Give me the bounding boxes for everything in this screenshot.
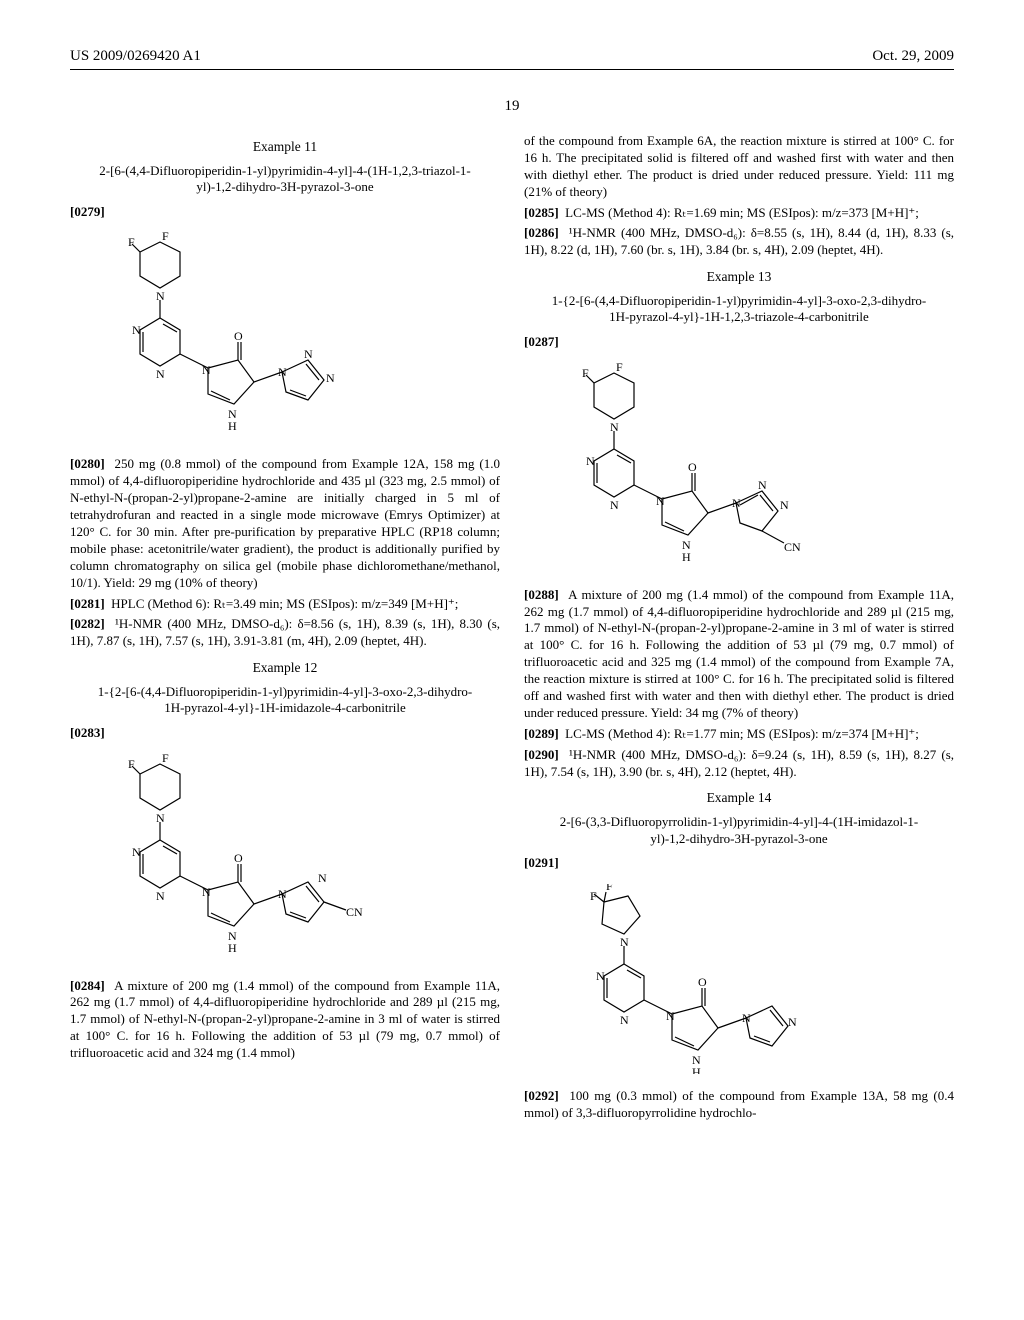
para-0289-text: LC-MS (Method 4): Rₜ=1.77 min; MS (ESIpo… — [565, 726, 919, 741]
para-0282-text: ¹H-NMR (400 MHz, DMSO-d₆): δ=8.56 (s, 1H… — [70, 616, 500, 648]
para-0288-text: A mixture of 200 mg (1.4 mmol) of the co… — [524, 587, 954, 720]
example-12-heading: Example 12 — [70, 660, 500, 676]
para-0281-num: [0281] — [70, 596, 105, 611]
structure-14: F F N N N N — [544, 884, 954, 1074]
structure-11: F F N N N — [90, 232, 500, 442]
svg-text:N: N — [156, 889, 165, 903]
svg-text:N: N — [318, 871, 327, 885]
svg-text:N: N — [132, 323, 141, 337]
example-13-title: 1-{2-[6-(4,4-Difluoropiperidin-1-yl)pyri… — [544, 293, 934, 326]
para-0291: [0291] — [524, 855, 559, 870]
page-number: 19 — [70, 98, 954, 115]
para-0284-text: A mixture of 200 mg (1.4 mmol) of the co… — [70, 978, 500, 1061]
svg-text:CN: CN — [784, 540, 801, 554]
para-0290-num: [0290] — [524, 747, 559, 762]
example-14-title: 2-[6-(3,3-Difluoropyrrolidin-1-yl)pyrimi… — [544, 814, 934, 847]
svg-text:CN: CN — [346, 905, 363, 919]
svg-text:F: F — [128, 235, 135, 249]
para-e12-cont: of the compound from Example 6A, the rea… — [524, 133, 954, 201]
svg-text:N: N — [742, 1011, 751, 1025]
svg-text:N: N — [304, 347, 313, 361]
svg-text:N: N — [586, 454, 595, 468]
structure-13: F F N N N N N — [544, 363, 954, 573]
left-column: Example 11 2-[6-(4,4-Difluoropiperidin-1… — [70, 129, 500, 1126]
para-0280-num: [0280] — [70, 456, 105, 471]
para-0280-text: 250 mg (0.8 mmol) of the compound from E… — [70, 456, 500, 589]
svg-text:O: O — [688, 460, 697, 474]
para-0286-text: ¹H-NMR (400 MHz, DMSO-d₆): δ=8.55 (s, 1H… — [524, 225, 954, 257]
svg-text:N: N — [132, 845, 141, 859]
para-0288-num: [0288] — [524, 587, 559, 602]
svg-text:N: N — [610, 498, 619, 512]
example-11-title: 2-[6-(4,4-Difluoropiperidin-1-yl)pyrimid… — [90, 163, 480, 196]
svg-text:N: N — [326, 371, 335, 385]
para-0292-num: [0292] — [524, 1088, 559, 1103]
svg-text:H: H — [682, 550, 691, 564]
para-0287: [0287] — [524, 334, 559, 349]
svg-text:F: F — [606, 884, 613, 893]
para-0285-text: LC-MS (Method 4): Rₜ=1.69 min; MS (ESIpo… — [565, 205, 919, 220]
svg-text:N: N — [620, 1013, 629, 1027]
svg-text:N: N — [278, 887, 287, 901]
svg-text:H: H — [228, 941, 237, 955]
svg-text:N: N — [788, 1015, 797, 1029]
para-0285-num: [0285] — [524, 205, 559, 220]
svg-text:N: N — [202, 363, 211, 377]
example-12-title: 1-{2-[6-(4,4-Difluoropiperidin-1-yl)pyri… — [90, 684, 480, 717]
para-0282-num: [0282] — [70, 616, 105, 631]
para-0289-num: [0289] — [524, 726, 559, 741]
para-0279: [0279] — [70, 204, 105, 219]
svg-text:O: O — [234, 851, 243, 865]
example-11-heading: Example 11 — [70, 139, 500, 155]
svg-text:F: F — [162, 754, 169, 765]
svg-text:N: N — [596, 969, 605, 983]
svg-text:N: N — [278, 365, 287, 379]
svg-text:N: N — [202, 885, 211, 899]
right-column: of the compound from Example 6A, the rea… — [524, 129, 954, 1126]
svg-text:O: O — [698, 975, 707, 989]
svg-text:N: N — [666, 1009, 675, 1023]
para-0284-num: [0284] — [70, 978, 105, 993]
svg-text:H: H — [692, 1065, 701, 1074]
patent-date: Oct. 29, 2009 — [872, 48, 954, 65]
patent-id: US 2009/0269420 A1 — [70, 48, 201, 65]
svg-text:H: H — [228, 419, 237, 433]
svg-text:F: F — [162, 232, 169, 243]
svg-text:F: F — [616, 363, 623, 374]
example-13-heading: Example 13 — [524, 269, 954, 285]
para-0290-text: ¹H-NMR (400 MHz, DMSO-d₆): δ=9.24 (s, 1H… — [524, 747, 954, 779]
para-0281-text: HPLC (Method 6): Rₜ=3.49 min; MS (ESIpos… — [111, 596, 458, 611]
svg-text:F: F — [128, 757, 135, 771]
example-14-heading: Example 14 — [524, 790, 954, 806]
structure-12: F F N N N N N — [90, 754, 500, 964]
svg-text:N: N — [656, 494, 665, 508]
svg-text:O: O — [234, 329, 243, 343]
svg-text:N: N — [732, 496, 741, 510]
svg-text:N: N — [758, 478, 767, 492]
svg-text:N: N — [156, 367, 165, 381]
para-0292-text: 100 mg (0.3 mmol) of the compound from E… — [524, 1088, 954, 1120]
para-0283: [0283] — [70, 725, 105, 740]
svg-text:F: F — [582, 366, 589, 380]
svg-text:N: N — [780, 498, 789, 512]
para-0286-num: [0286] — [524, 225, 559, 240]
